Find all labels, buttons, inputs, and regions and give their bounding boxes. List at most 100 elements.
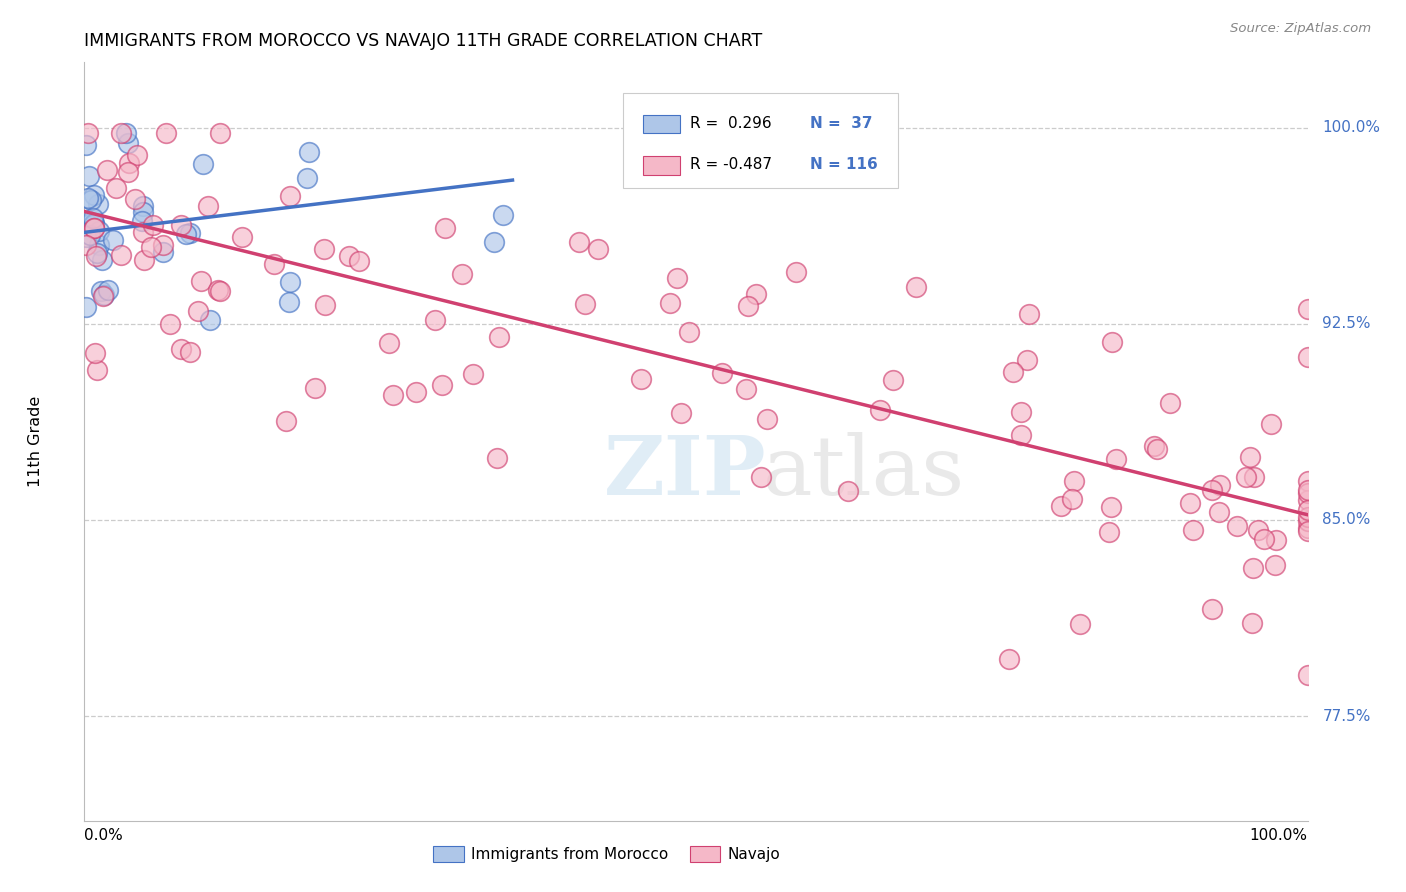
Point [155, 126, 177, 140]
Point [751, 470, 773, 484]
Point [75, 229, 97, 244]
Point [86, 197, 108, 211]
Point [1069, 616, 1091, 631]
Point [1049, 500, 1071, 514]
Point [208, 284, 231, 298]
Text: 100.0%: 100.0% [1322, 120, 1381, 136]
Point [75, 137, 97, 152]
Point [1063, 474, 1085, 488]
Point [312, 242, 335, 256]
Bar [433, 846, 464, 863]
Text: Immigrants from Morocco: Immigrants from Morocco [471, 847, 668, 862]
Text: N =  37: N = 37 [810, 116, 872, 130]
Point [118, 156, 141, 170]
Point [82, 215, 104, 229]
Point [90, 285, 112, 299]
Point [96, 163, 118, 178]
Point [84, 249, 107, 263]
Point [1241, 561, 1264, 575]
Point [347, 254, 370, 268]
Point [190, 274, 212, 288]
Point [152, 244, 174, 259]
Point [263, 257, 285, 271]
Point [141, 240, 163, 254]
Point [278, 189, 301, 203]
Point [1247, 523, 1270, 537]
Bar [644, 156, 681, 175]
Point [142, 218, 165, 232]
Point [461, 368, 484, 382]
FancyBboxPatch shape [623, 93, 898, 187]
Point [80, 193, 103, 207]
Point [1296, 483, 1319, 497]
Point [170, 342, 193, 356]
Point [91, 252, 114, 267]
Point [1201, 602, 1223, 616]
Point [744, 287, 766, 301]
Point [1296, 502, 1319, 516]
Point [1201, 483, 1223, 498]
Point [1099, 500, 1122, 514]
Point [93, 287, 115, 301]
Point [1104, 451, 1126, 466]
Point [131, 226, 153, 240]
Point [314, 298, 336, 312]
Text: Source: ZipAtlas.com: Source: ZipAtlas.com [1230, 22, 1371, 36]
Point [87, 224, 110, 238]
Point [488, 330, 510, 344]
Point [170, 218, 193, 232]
Point [91, 288, 114, 302]
Point [1178, 496, 1201, 510]
Point [382, 388, 405, 402]
Point [131, 199, 153, 213]
Point [1296, 668, 1319, 682]
Point [1296, 474, 1319, 488]
Point [1010, 405, 1032, 419]
Point [630, 372, 652, 386]
Point [904, 280, 927, 294]
Point [127, 148, 149, 162]
Text: 11th Grade: 11th Grade [28, 396, 44, 487]
Point [83, 221, 105, 235]
Point [492, 209, 515, 223]
Point [1002, 365, 1025, 379]
Point [1097, 525, 1119, 540]
Point [132, 204, 155, 219]
Point [159, 317, 181, 331]
Point [1226, 518, 1249, 533]
Point [1260, 417, 1282, 432]
Point [84, 346, 107, 360]
Point [101, 233, 124, 247]
Point [1101, 334, 1123, 349]
Point [737, 299, 759, 313]
Point [1253, 532, 1275, 546]
Point [574, 297, 596, 311]
Point [207, 283, 229, 297]
Point [179, 345, 201, 359]
Point [187, 304, 209, 318]
Point [105, 181, 128, 195]
Point [567, 235, 589, 250]
Point [179, 227, 201, 241]
Point [869, 403, 891, 417]
Point [75, 238, 97, 252]
Point [75, 300, 97, 314]
Point [174, 227, 197, 242]
Point [1182, 523, 1205, 537]
Point [1296, 521, 1319, 535]
Point [1143, 439, 1166, 453]
Point [1296, 510, 1319, 524]
Text: 0.0%: 0.0% [84, 828, 124, 843]
Point [485, 450, 508, 465]
Point [87, 238, 110, 252]
Text: Navajo: Navajo [728, 847, 780, 862]
Point [152, 238, 174, 252]
Point [430, 378, 453, 392]
Point [117, 136, 139, 150]
Point [110, 126, 132, 140]
Point [191, 157, 214, 171]
Point [79, 228, 101, 243]
Point [197, 199, 219, 213]
Point [1296, 493, 1319, 508]
Point [298, 145, 321, 160]
